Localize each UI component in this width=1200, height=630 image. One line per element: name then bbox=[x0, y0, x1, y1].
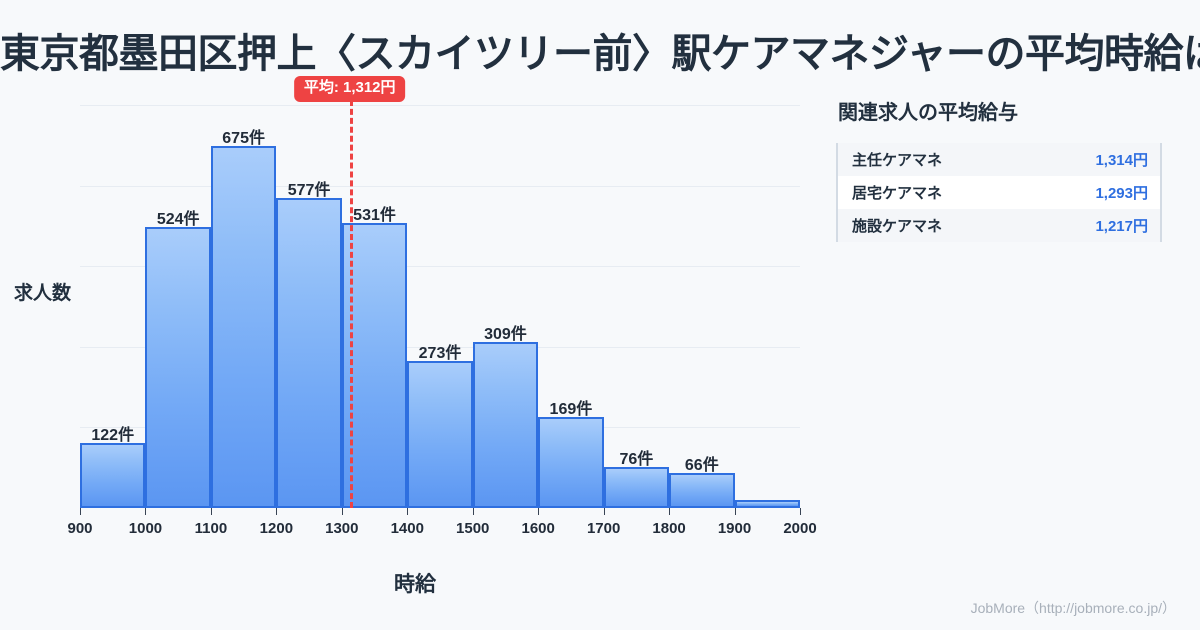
histogram-bar bbox=[276, 198, 342, 508]
bar-value-label: 76件 bbox=[619, 451, 654, 469]
x-axis-tick bbox=[341, 508, 343, 515]
x-axis-tick bbox=[734, 508, 736, 515]
x-axis-tick-label: 1300 bbox=[325, 520, 359, 537]
x-axis-tick bbox=[210, 508, 212, 515]
x-axis-tick bbox=[276, 508, 278, 515]
histogram-bar bbox=[210, 145, 277, 508]
gridline bbox=[80, 346, 800, 348]
x-axis-tick bbox=[669, 508, 671, 515]
bar-value-label: 531件 bbox=[353, 206, 396, 224]
histogram-bar bbox=[472, 342, 539, 508]
salary-table-row: 主任ケアマネ 1,314円 bbox=[838, 143, 1160, 176]
bar-value-label: 66件 bbox=[684, 456, 719, 474]
salary-table-row: 施設ケアマネ 1,217円 bbox=[838, 209, 1160, 242]
salary-row-value: 1,314円 bbox=[1095, 152, 1148, 169]
related-salary-panel: 関連求人の平均給与 主任ケアマネ 1,314円居宅ケアマネ 1,293円施設ケアマネ… bbox=[836, 96, 1176, 242]
bar-value-label: 169件 bbox=[549, 401, 593, 419]
histogram-bar bbox=[669, 472, 735, 508]
plot-area: 122件 524件 675件 577件 531件 273件 309件 169件 76件 66件 90… bbox=[67, 76, 817, 537]
bar-value-label: 577件 bbox=[287, 182, 331, 200]
x-axis-tick-label: 1100 bbox=[194, 520, 228, 537]
x-axis-tick-label: 1700 bbox=[586, 520, 621, 537]
salary-row-value: 1,217円 bbox=[1095, 218, 1148, 235]
histogram-bar bbox=[341, 222, 408, 508]
bar-value-label: 122件 bbox=[91, 426, 135, 444]
salary-row-value: 1,293円 bbox=[1095, 185, 1148, 202]
x-axis-tick bbox=[407, 508, 409, 515]
x-axis-tick-label: 2000 bbox=[783, 520, 817, 537]
x-axis-tick bbox=[80, 508, 81, 515]
histogram-bar bbox=[407, 361, 473, 508]
x-axis-tick bbox=[603, 508, 605, 515]
x-axis-tick-label: 1500 bbox=[456, 520, 490, 537]
x-axis-tick-label: 1400 bbox=[390, 520, 424, 537]
histogram-chart: 求人数 122件 524件 675件 577件 531件 273件 309件 169件 76件 6… bbox=[0, 76, 830, 610]
x-axis-tick-label: 1600 bbox=[521, 520, 555, 537]
y-axis-label: 求人数 bbox=[14, 283, 72, 304]
gridline bbox=[80, 185, 800, 187]
related-salary-heading: 関連求人の平均給与 bbox=[838, 102, 1018, 124]
page-title: 東京都墨田区押上〈スカイツリー前〉駅ケアマネジャーの平均時給は1,312円 bbox=[0, 32, 1200, 76]
bar-value-label: 273件 bbox=[418, 345, 462, 363]
average-badge: 平均: 1,312円 bbox=[293, 76, 406, 102]
histogram-bar bbox=[538, 417, 604, 508]
x-axis-label: 時給 bbox=[394, 573, 436, 596]
x-axis-tick bbox=[145, 508, 147, 515]
x-axis-tick-label: 1000 bbox=[128, 520, 163, 537]
average-marker-line bbox=[349, 100, 353, 508]
bar-value-label: 309件 bbox=[484, 326, 527, 344]
x-axis-tick-label: 1800 bbox=[652, 520, 686, 537]
histogram-bar bbox=[145, 226, 211, 508]
salary-row-label: 施設ケアマネ bbox=[852, 218, 943, 235]
x-axis-tick bbox=[538, 508, 540, 515]
gridline bbox=[80, 266, 800, 268]
salary-row-label: 居宅ケアマネ bbox=[852, 185, 943, 202]
footer-credit: JobMore（http://jobmore.co.jp/） bbox=[970, 600, 1176, 616]
x-axis-tick bbox=[472, 508, 474, 515]
histogram-bar bbox=[603, 467, 670, 508]
x-axis-tick-label: 900 bbox=[67, 520, 93, 537]
x-axis-tick-label: 1200 bbox=[259, 520, 294, 537]
x-axis-tick bbox=[800, 508, 801, 515]
gridline bbox=[80, 105, 800, 107]
histogram-bar bbox=[734, 500, 800, 508]
histogram-bar bbox=[80, 442, 146, 508]
bar-value-label: 675件 bbox=[222, 129, 265, 147]
salary-table-row: 居宅ケアマネ 1,293円 bbox=[838, 176, 1160, 209]
salary-row-label: 主任ケアマネ bbox=[852, 152, 943, 169]
related-salary-table: 主任ケアマネ 1,314円居宅ケアマネ 1,293円施設ケアマネ 1,217円 bbox=[836, 143, 1162, 242]
bar-value-label: 524件 bbox=[156, 210, 200, 228]
x-axis-tick-label: 1900 bbox=[717, 520, 752, 537]
